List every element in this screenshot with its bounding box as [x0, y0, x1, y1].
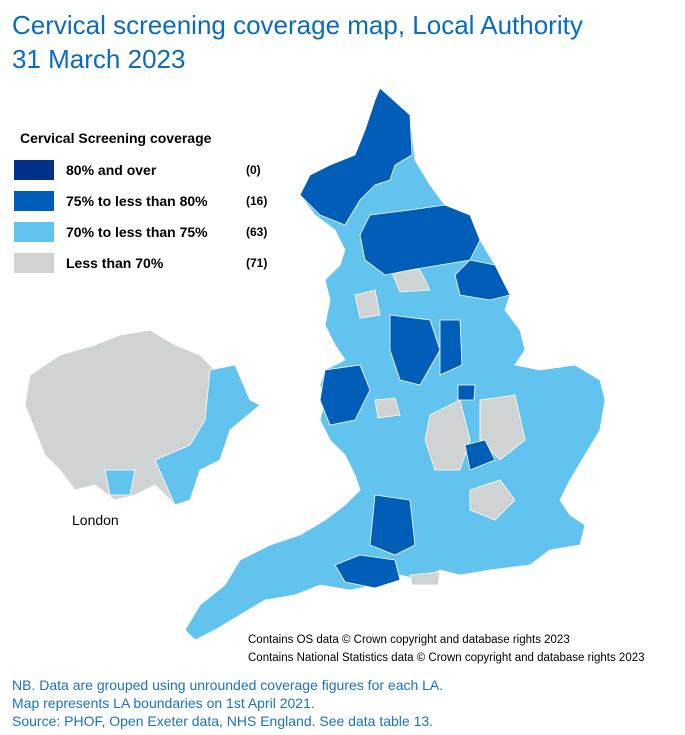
legend-swatch: [14, 253, 54, 273]
legend-label: 75% to less than 80%: [66, 193, 208, 209]
title-line-1: Cervical screening coverage map, Local A…: [12, 10, 583, 40]
legend-label: 80% and over: [66, 162, 157, 178]
legend-count: (63): [246, 225, 267, 239]
legend-count: (71): [246, 256, 267, 270]
note: NB. Data are grouped using unrounded cov…: [12, 677, 443, 693]
legend-swatch: [14, 191, 54, 211]
england-map: [184, 87, 606, 641]
credit: Contains OS data © Crown copyright and d…: [248, 634, 570, 646]
london-label: London: [72, 512, 119, 528]
legend-swatch: [14, 222, 54, 242]
map-dark-areas: [299, 87, 511, 589]
legend-title: Cervical Screening coverage: [20, 130, 212, 146]
credit: Contains National Statistics data © Crow…: [248, 652, 645, 664]
legend-count: (16): [246, 194, 267, 208]
map-grey-areas: [354, 267, 526, 586]
legend-count: (0): [246, 163, 261, 177]
london-blue-2: [104, 469, 136, 496]
legend-swatch: [14, 160, 54, 180]
title-line-2: 31 March 2023: [12, 44, 185, 74]
legend-label: 70% to less than 75%: [66, 224, 208, 240]
note: Map represents LA boundaries on 1st Apri…: [12, 695, 315, 711]
note: Source: PHOF, Open Exeter data, NHS Engl…: [12, 713, 433, 729]
london-blue: [154, 364, 261, 506]
legend: Cervical Screening coverage 80% and over…: [14, 130, 267, 273]
london-inset: London: [24, 329, 261, 528]
legend-label: Less than 70%: [66, 255, 164, 271]
